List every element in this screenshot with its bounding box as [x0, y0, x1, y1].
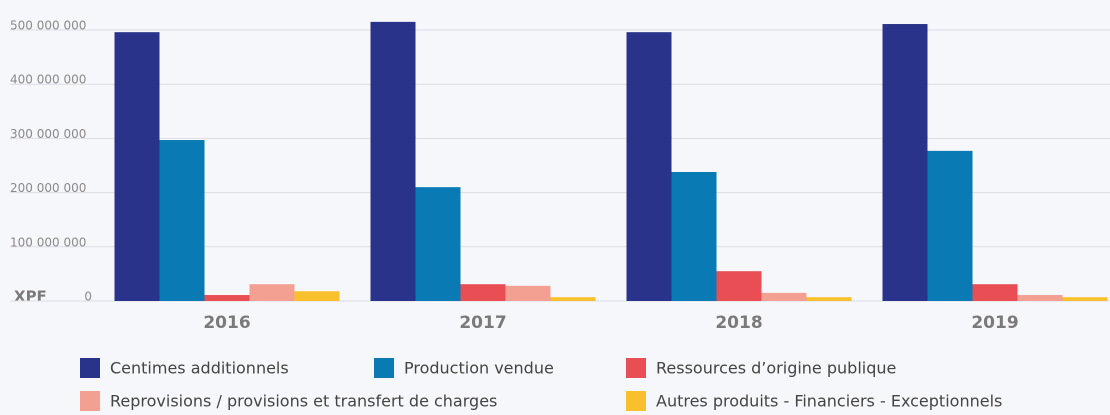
legend-swatch: [80, 391, 100, 411]
bar: [761, 292, 807, 301]
bar: [159, 140, 205, 301]
bar: [415, 187, 461, 301]
legend-swatch: [374, 358, 394, 378]
x-tick-label: 2016: [203, 313, 250, 333]
legend-label: Production vendue: [404, 359, 554, 378]
legend-label: Ressources d’origine publique: [656, 359, 896, 378]
y-tick-label: 500 000 000: [10, 19, 86, 33]
bar: [550, 297, 596, 301]
bar: [204, 295, 250, 301]
legend-swatch: [80, 358, 100, 378]
bar: [114, 32, 160, 301]
y-tick-label: 100 000 000: [10, 235, 86, 249]
bar: [716, 271, 762, 301]
bar: [927, 150, 973, 301]
bar: [460, 284, 506, 301]
bar: [1017, 295, 1063, 301]
bar: [806, 297, 852, 301]
y-tick-label: 400 000 000: [10, 73, 86, 87]
legend-swatch: [626, 391, 646, 411]
x-tick-label: 2018: [715, 313, 762, 333]
bar: [1062, 297, 1108, 301]
bar: [882, 24, 928, 302]
x-tick-label: 2019: [971, 313, 1018, 333]
y-tick-label: 300 000 000: [10, 127, 86, 141]
legend-label: Centimes additionnels: [110, 359, 289, 378]
bar: [370, 21, 416, 302]
legend-label: Reprovisions / provisions et transfert d…: [110, 392, 497, 411]
y-tick-label: 0: [84, 290, 92, 304]
bar: [294, 291, 340, 301]
bar: [671, 172, 717, 301]
bar: [972, 284, 1018, 301]
legend-swatch: [626, 358, 646, 378]
bar: [626, 32, 672, 301]
y-tick-label: 200 000 000: [10, 181, 86, 195]
bar: [505, 285, 551, 301]
bar: [249, 284, 295, 301]
x-tick-label: 2017: [459, 313, 506, 333]
y-unit: XPF: [14, 288, 47, 306]
legend-label: Autres produits - Financiers - Exception…: [656, 392, 1002, 411]
